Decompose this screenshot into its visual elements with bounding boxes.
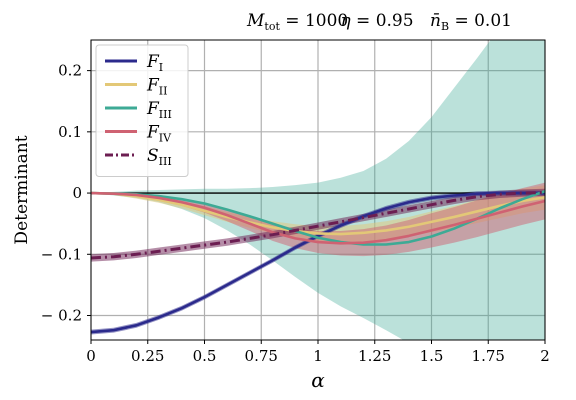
x-tick-label: 0.75 [245,347,278,365]
title-eta-label: η = 0.95 [340,11,413,31]
chart-title: Mtot = 1000 η = 0.95 n̄B = 0.01 [246,11,512,33]
x-tick-label: 1.75 [472,347,505,365]
y-tick-label: 0.1 [58,123,82,141]
legend-label: FIII [146,99,172,121]
series-f-i-line [91,191,545,334]
title-m-label: Mtot = 1000 [246,11,348,33]
series-f-iv-line [91,191,545,245]
series-lines [91,189,545,334]
legend-label: FII [146,76,168,98]
y-tick-label: − 0.1 [41,245,82,263]
y-tick-label: 0.2 [58,62,82,80]
y-axis-ticks: − 0.2 − 0.1 0 0.1 0.2 [41,62,91,325]
band-f-iii [91,40,545,340]
x-tick-label: 0.5 [193,347,217,365]
legend-label: SIII [147,146,172,168]
series-s-iii-line [91,190,545,260]
x-tick-label: 2 [540,347,550,365]
legend-label: FI [146,52,163,74]
y-tick-label: 0 [72,184,82,202]
title-nb-label: n̄B = 0.01 [430,11,512,33]
x-axis-label: α [311,368,325,392]
x-tick-label: 0.25 [131,347,164,365]
y-tick-label: − 0.2 [41,307,82,325]
x-axis-ticks: 0 0.25 0.5 0.75 1 1.25 1.5 1.75 2 [86,340,550,365]
x-tick-label: 1.5 [420,347,444,365]
legend-box [95,44,189,177]
series-f-ii-line [91,191,545,236]
x-tick-label: 1.25 [358,347,391,365]
legend-label: FIV [146,123,172,145]
x-tick-label: 0 [86,347,96,365]
x-tick-label: 1 [313,347,323,365]
y-axis-label: Determinant [12,135,32,244]
